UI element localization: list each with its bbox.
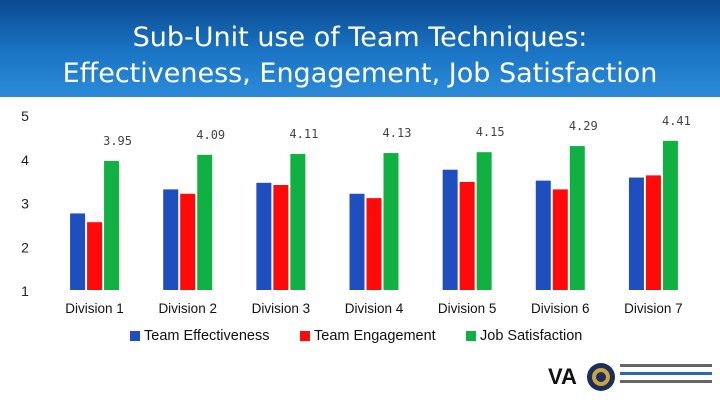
- y-tick-label: 3: [21, 196, 29, 212]
- title-line-2: Effectiveness, Engagement, Job Satisfact…: [62, 58, 658, 89]
- bar-chart: 1 2 3 4 5 3.95 4.09 4.11 4.13 4.15 4.29 4.41 Divis…: [21, 108, 691, 344]
- page-title: Sub-Unit use of Team Techniques: Effecti…: [0, 20, 720, 92]
- data-labels: 3.95 4.09 4.11 4.13 4.15 4.29 4.41: [103, 114, 691, 148]
- va-wordmark: VA: [548, 364, 577, 389]
- x-tick-label: Division 3: [252, 301, 311, 316]
- legend-label: Team Engagement: [314, 328, 436, 344]
- legend-label: Job Satisfaction: [480, 328, 582, 344]
- legend-swatch: [466, 331, 476, 341]
- bar-team-engagement: [459, 181, 475, 290]
- bar-job-satisfaction: [476, 152, 492, 290]
- bar-job-satisfaction: [197, 154, 213, 290]
- bar-team-engagement: [180, 193, 196, 290]
- y-axis: 1 2 3 4 5: [21, 108, 29, 299]
- bar-team-effectiveness: [256, 182, 272, 290]
- y-tick-label: 5: [21, 108, 29, 124]
- x-tick-label: Division 5: [438, 301, 497, 316]
- x-tick-label: Division 1: [65, 301, 124, 316]
- bar-team-effectiveness: [535, 180, 551, 290]
- bar-job-satisfaction: [662, 140, 678, 290]
- bar-job-satisfaction: [104, 160, 120, 290]
- y-tick-label: 1: [21, 283, 29, 299]
- bars: [70, 140, 678, 290]
- bar-team-engagement: [87, 222, 103, 290]
- x-tick-label: Division 7: [624, 301, 683, 316]
- data-label: 4.15: [476, 125, 505, 139]
- bar-team-effectiveness: [628, 177, 644, 290]
- x-tick-label: Division 6: [531, 301, 590, 316]
- x-tick-label: Division 2: [158, 301, 217, 316]
- bar-team-engagement: [645, 175, 661, 290]
- data-label: 4.41: [662, 114, 691, 128]
- bar-team-engagement: [552, 189, 568, 290]
- bar-team-effectiveness: [349, 193, 365, 290]
- title-underline: [0, 93, 720, 97]
- data-label: 4.11: [289, 127, 318, 141]
- data-label: 4.13: [383, 126, 412, 140]
- title-line-1: Sub-Unit use of Team Techniques:: [132, 22, 588, 53]
- y-tick-label: 4: [21, 152, 29, 168]
- bar-team-effectiveness: [442, 169, 458, 290]
- legend: Team Effectiveness Team Engagement Job Sat…: [130, 328, 582, 344]
- bar-job-satisfaction: [569, 146, 585, 290]
- logo-text-lines: [620, 364, 712, 388]
- bar-team-engagement: [273, 185, 289, 290]
- y-tick-label: 2: [21, 239, 29, 255]
- bar-team-engagement: [366, 198, 382, 290]
- legend-swatch: [130, 331, 140, 341]
- seal-icon: [587, 363, 615, 391]
- bar-job-satisfaction: [383, 153, 399, 290]
- data-label: 4.09: [196, 128, 225, 142]
- bar-team-effectiveness: [70, 213, 86, 290]
- legend-label: Team Effectiveness: [144, 328, 269, 344]
- va-logo: VA: [548, 360, 718, 400]
- bar-job-satisfaction: [290, 153, 306, 290]
- title-banner: Sub-Unit use of Team Techniques: Effecti…: [0, 0, 720, 97]
- bar-team-effectiveness: [163, 189, 179, 290]
- data-label: 3.95: [103, 134, 132, 148]
- data-label: 4.29: [569, 119, 598, 133]
- x-axis: Division 1 Division 2 Division 3 Division 4…: [65, 301, 682, 316]
- legend-swatch: [300, 331, 310, 341]
- x-tick-label: Division 4: [345, 301, 404, 316]
